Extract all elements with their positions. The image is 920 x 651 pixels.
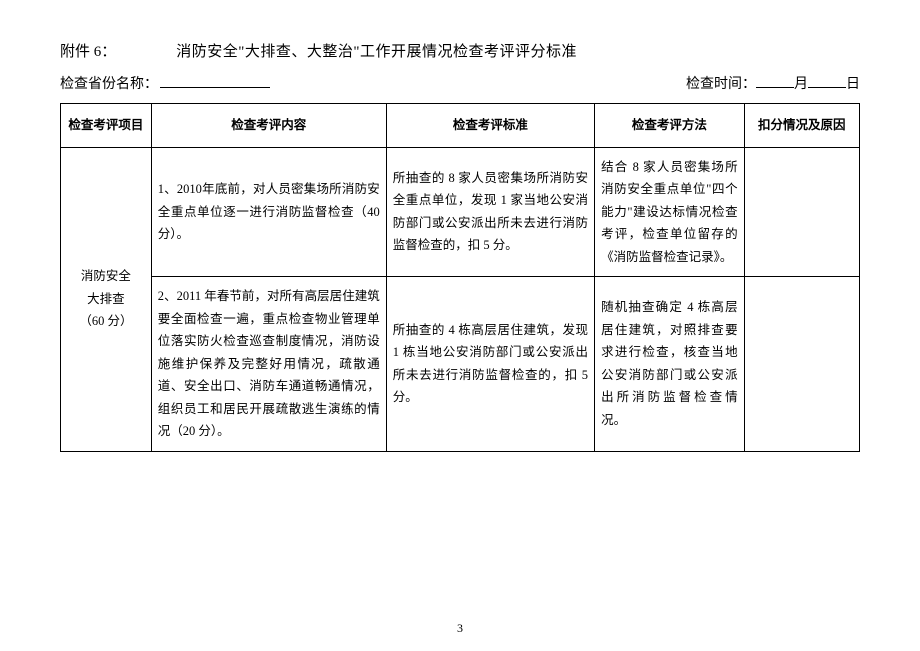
cell-content-1: 1、2010年底前，对人员密集场所消防安全重点单位逐一进行消防监督检查（40分）…: [151, 147, 386, 277]
cell-content-2: 2、2011 年春节前，对所有高层居住建筑要全面检查一遍，重点检查物业管理单位落…: [151, 277, 386, 452]
table-header-row: 检查考评项目 检查考评内容 检查考评标准 检查考评方法 扣分情况及原因: [61, 104, 860, 148]
province-blank: [160, 74, 270, 88]
cell-deduct-1: [744, 147, 859, 277]
header-line: 附件 6： 消防安全"大排查、大整治"工作开展情况检查考评评分标准: [60, 40, 860, 61]
cell-method-1: 结合 8 家人员密集场所消防安全重点单位"四个能力"建设达标情况检查考评，检查单…: [595, 147, 745, 277]
header-method: 检查考评方法: [595, 104, 745, 148]
table-row: 2、2011 年春节前，对所有高层居住建筑要全面检查一遍，重点检查物业管理单位落…: [61, 277, 860, 452]
header-content: 检查考评内容: [151, 104, 386, 148]
cell-deduct-2: [744, 277, 859, 452]
cell-method-2: 随机抽查确定 4 栋高层居住建筑，对照排查要求进行检查，核查当地公安消防部门或公…: [595, 277, 745, 452]
attachment-label: 附件 6：: [60, 40, 116, 61]
sub-header: 检查省份名称： 检查时间： 月 日: [60, 73, 860, 93]
day-blank: [808, 74, 846, 88]
header-deduct: 扣分情况及原因: [744, 104, 859, 148]
time-field: 检查时间： 月 日: [686, 73, 860, 93]
time-label: 检查时间：: [686, 73, 756, 93]
province-label: 检查省份名称：: [60, 73, 158, 93]
main-title: 消防安全"大排查、大整治"工作开展情况检查考评评分标准: [176, 40, 577, 61]
month-blank: [756, 74, 794, 88]
cell-standard-1: 所抽查的 8 家人员密集场所消防安全重点单位，发现 1 家当地公安消防部门或公安…: [386, 147, 594, 277]
evaluation-table: 检查考评项目 检查考评内容 检查考评标准 检查考评方法 扣分情况及原因 消防安全…: [60, 103, 860, 452]
day-char: 日: [846, 73, 860, 93]
cell-project: 消防安全 大排查 （60 分）: [61, 147, 152, 451]
month-char: 月: [794, 73, 808, 93]
header-project: 检查考评项目: [61, 104, 152, 148]
table-row: 消防安全 大排查 （60 分） 1、2010年底前，对人员密集场所消防安全重点单…: [61, 147, 860, 277]
header-standard: 检查考评标准: [386, 104, 594, 148]
page-number: 3: [457, 621, 463, 636]
cell-standard-2: 所抽查的 4 栋高层居住建筑，发现 1 栋当地公安消防部门或公安派出所未去进行消…: [386, 277, 594, 452]
province-field: 检查省份名称：: [60, 73, 270, 93]
